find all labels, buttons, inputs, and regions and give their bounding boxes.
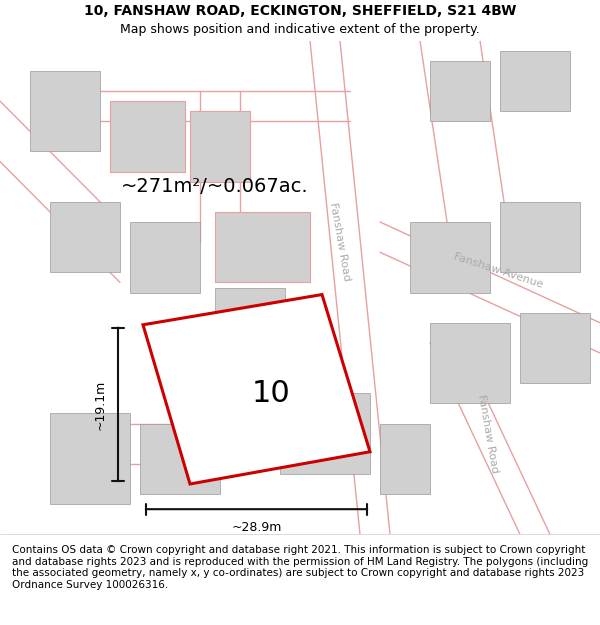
Text: Fanshaw Avenue: Fanshaw Avenue — [452, 251, 544, 289]
Polygon shape — [50, 414, 130, 504]
Text: 10: 10 — [252, 379, 290, 408]
Polygon shape — [110, 101, 185, 172]
Polygon shape — [430, 322, 510, 403]
Text: ~19.1m: ~19.1m — [94, 379, 107, 429]
Polygon shape — [500, 202, 580, 272]
Polygon shape — [500, 51, 570, 111]
Polygon shape — [190, 111, 250, 182]
Text: Contains OS data © Crown copyright and database right 2021. This information is : Contains OS data © Crown copyright and d… — [12, 545, 588, 590]
Polygon shape — [280, 393, 370, 474]
Polygon shape — [30, 71, 100, 151]
Polygon shape — [520, 312, 590, 383]
Polygon shape — [410, 222, 490, 292]
Polygon shape — [140, 424, 220, 494]
Text: 10, FANSHAW ROAD, ECKINGTON, SHEFFIELD, S21 4BW: 10, FANSHAW ROAD, ECKINGTON, SHEFFIELD, … — [84, 4, 516, 18]
Polygon shape — [50, 202, 120, 272]
Polygon shape — [215, 212, 310, 282]
Polygon shape — [215, 288, 285, 338]
Text: Map shows position and indicative extent of the property.: Map shows position and indicative extent… — [120, 22, 480, 36]
Text: ~271m²/~0.067ac.: ~271m²/~0.067ac. — [121, 177, 309, 196]
Polygon shape — [143, 294, 370, 484]
Polygon shape — [130, 222, 200, 292]
Text: ~28.9m: ~28.9m — [232, 521, 281, 534]
Polygon shape — [380, 424, 430, 494]
Text: Fanshaw Road: Fanshaw Road — [328, 202, 352, 282]
Polygon shape — [430, 61, 490, 121]
Text: Fanshaw Road: Fanshaw Road — [476, 394, 500, 474]
